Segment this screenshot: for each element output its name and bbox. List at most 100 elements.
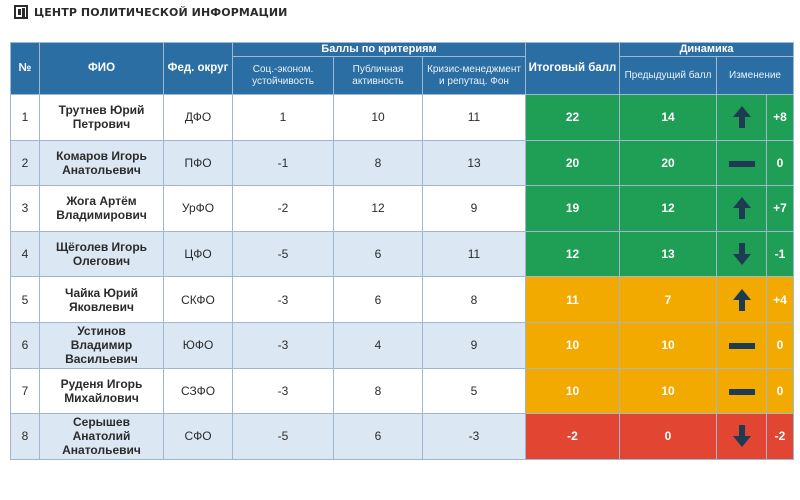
row-district: СФО xyxy=(163,413,233,460)
row-num: 1 xyxy=(10,94,40,141)
table-body: 1 Трутнев Юрий Петрович ДФО 1 10 11 22 14 +8 2 Ком… xyxy=(10,94,795,460)
row-name: Трутнев Юрий Петрович xyxy=(39,94,164,141)
cpi-logo-icon xyxy=(14,5,28,19)
header-crit-crisis-management: Кризис-менеджмент и репутац. Фон xyxy=(421,56,527,95)
table-row: 2 Комаров Игорь Анатольевич ПФО -1 8 13 20 20 0 xyxy=(10,139,795,187)
header-name: ФИО xyxy=(39,42,164,95)
row-previous-score: 20 xyxy=(619,139,718,187)
row-total-score: 12 xyxy=(525,230,621,278)
arrow-down-icon xyxy=(732,425,751,448)
arrow-up-icon xyxy=(732,197,751,220)
row-total-score: -2 xyxy=(525,413,621,460)
row-num: 7 xyxy=(10,367,40,415)
row-trend xyxy=(716,276,768,323)
row-crit-public-activity: 8 xyxy=(333,139,423,187)
row-name: Щёголев Игорь Олегович xyxy=(39,230,164,278)
row-trend xyxy=(716,367,768,415)
row-trend xyxy=(716,139,768,187)
header-district: Фед. округ xyxy=(163,42,233,95)
arrow-up-icon xyxy=(732,106,751,129)
row-previous-score: 14 xyxy=(619,94,718,141)
header-total: Итоговый балл xyxy=(525,42,621,95)
row-trend xyxy=(716,321,768,369)
dash-icon xyxy=(728,343,755,350)
row-crit-crisis-management: 11 xyxy=(421,94,527,141)
table-row: 6 Устинов Владимир Васильевич ЮФО -3 4 9 10 10 0 xyxy=(10,321,795,369)
row-crit-public-activity: 6 xyxy=(333,230,423,278)
row-trend xyxy=(716,413,768,460)
row-crit-crisis-management: 13 xyxy=(421,139,527,187)
brand-header: ЦЕНТР ПОЛИТИЧЕСКОЙ ИНФОРМАЦИИ xyxy=(14,3,288,21)
table-header: № ФИО Фед. округ Баллы по критериям Итог… xyxy=(10,42,795,95)
row-change: -1 xyxy=(766,230,795,278)
row-total-score: 10 xyxy=(525,321,621,369)
brand-title: ЦЕНТР ПОЛИТИЧЕСКОЙ ИНФОРМАЦИИ xyxy=(34,5,288,19)
row-name: Руденя Игорь Михайлович xyxy=(39,367,164,415)
header-criteria-group: Баллы по критериям xyxy=(231,42,527,57)
row-trend xyxy=(716,230,768,278)
row-previous-score: 0 xyxy=(619,413,718,460)
row-crit-public-activity: 6 xyxy=(333,276,423,323)
row-change: 0 xyxy=(766,367,795,415)
row-crit-socio-economic: -5 xyxy=(232,230,334,278)
row-district: СКФО xyxy=(163,276,233,323)
row-num: 6 xyxy=(10,321,40,369)
row-num: 5 xyxy=(10,276,40,323)
row-trend xyxy=(716,185,768,232)
row-num: 3 xyxy=(10,185,40,232)
header-previous: Предыдущий балл xyxy=(619,56,718,95)
row-total-score: 20 xyxy=(525,139,621,187)
row-crit-crisis-management: 11 xyxy=(421,230,527,278)
row-district: ЦФО xyxy=(163,230,233,278)
row-change: +4 xyxy=(766,276,795,323)
row-crit-socio-economic: -3 xyxy=(232,321,334,369)
row-num: 2 xyxy=(10,139,40,187)
row-total-score: 19 xyxy=(525,185,621,232)
header-crit-socio-economic: Соц.-эконом. устойчивость xyxy=(232,56,334,95)
table-row: 5 Чайка Юрий Яковлевич СКФО -3 6 8 11 7 +4 xyxy=(10,276,795,323)
row-name: Серышев Анатолий Анатольевич xyxy=(39,413,164,460)
row-previous-score: 7 xyxy=(619,276,718,323)
row-trend xyxy=(716,94,768,141)
dash-icon xyxy=(728,160,755,167)
table-row: 1 Трутнев Юрий Петрович ДФО 1 10 11 22 14 +8 xyxy=(10,94,795,141)
table-row: 3 Жога Артём Владимирович УрФО -2 12 9 19 12 +7 xyxy=(10,185,795,232)
row-district: ПФО xyxy=(163,139,233,187)
row-crit-crisis-management: 8 xyxy=(421,276,527,323)
row-crit-socio-economic: -1 xyxy=(232,139,334,187)
row-crit-crisis-management: 5 xyxy=(421,367,527,415)
row-crit-crisis-management: 9 xyxy=(421,185,527,232)
row-crit-public-activity: 6 xyxy=(333,413,423,460)
row-previous-score: 13 xyxy=(619,230,718,278)
row-district: ЮФО xyxy=(163,321,233,369)
arrow-down-icon xyxy=(732,243,751,266)
row-district: ДФО xyxy=(163,94,233,141)
table-row: 7 Руденя Игорь Михайлович СЗФО -3 8 5 10 10 0 xyxy=(10,367,795,415)
arrow-up-icon xyxy=(732,288,751,311)
row-district: СЗФО xyxy=(163,367,233,415)
table-row: 4 Щёголев Игорь Олегович ЦФО -5 6 11 12 13 -1 xyxy=(10,230,795,278)
row-name: Устинов Владимир Васильевич xyxy=(39,321,164,369)
row-crit-public-activity: 10 xyxy=(333,94,423,141)
row-crit-public-activity: 4 xyxy=(333,321,423,369)
row-name: Жога Артём Владимирович xyxy=(39,185,164,232)
row-change: +8 xyxy=(766,94,795,141)
row-num: 4 xyxy=(10,230,40,278)
row-crit-socio-economic: -2 xyxy=(232,185,334,232)
row-crit-socio-economic: 1 xyxy=(232,94,334,141)
header-crit-public-activity: Публичная активность xyxy=(333,56,423,95)
row-crit-socio-economic: -3 xyxy=(232,276,334,323)
dash-icon xyxy=(728,388,755,395)
row-previous-score: 10 xyxy=(619,321,718,369)
header-num: № xyxy=(10,42,40,95)
row-change: 0 xyxy=(766,139,795,187)
row-name: Чайка Юрий Яковлевич xyxy=(39,276,164,323)
row-crit-crisis-management: -3 xyxy=(421,413,527,460)
row-crit-socio-economic: -3 xyxy=(232,367,334,415)
row-num: 8 xyxy=(10,413,40,460)
row-name: Комаров Игорь Анатольевич xyxy=(39,139,164,187)
row-change: +7 xyxy=(766,185,795,232)
header-change: Изменение xyxy=(716,56,795,95)
row-district: УрФО xyxy=(163,185,233,232)
row-crit-public-activity: 8 xyxy=(333,367,423,415)
